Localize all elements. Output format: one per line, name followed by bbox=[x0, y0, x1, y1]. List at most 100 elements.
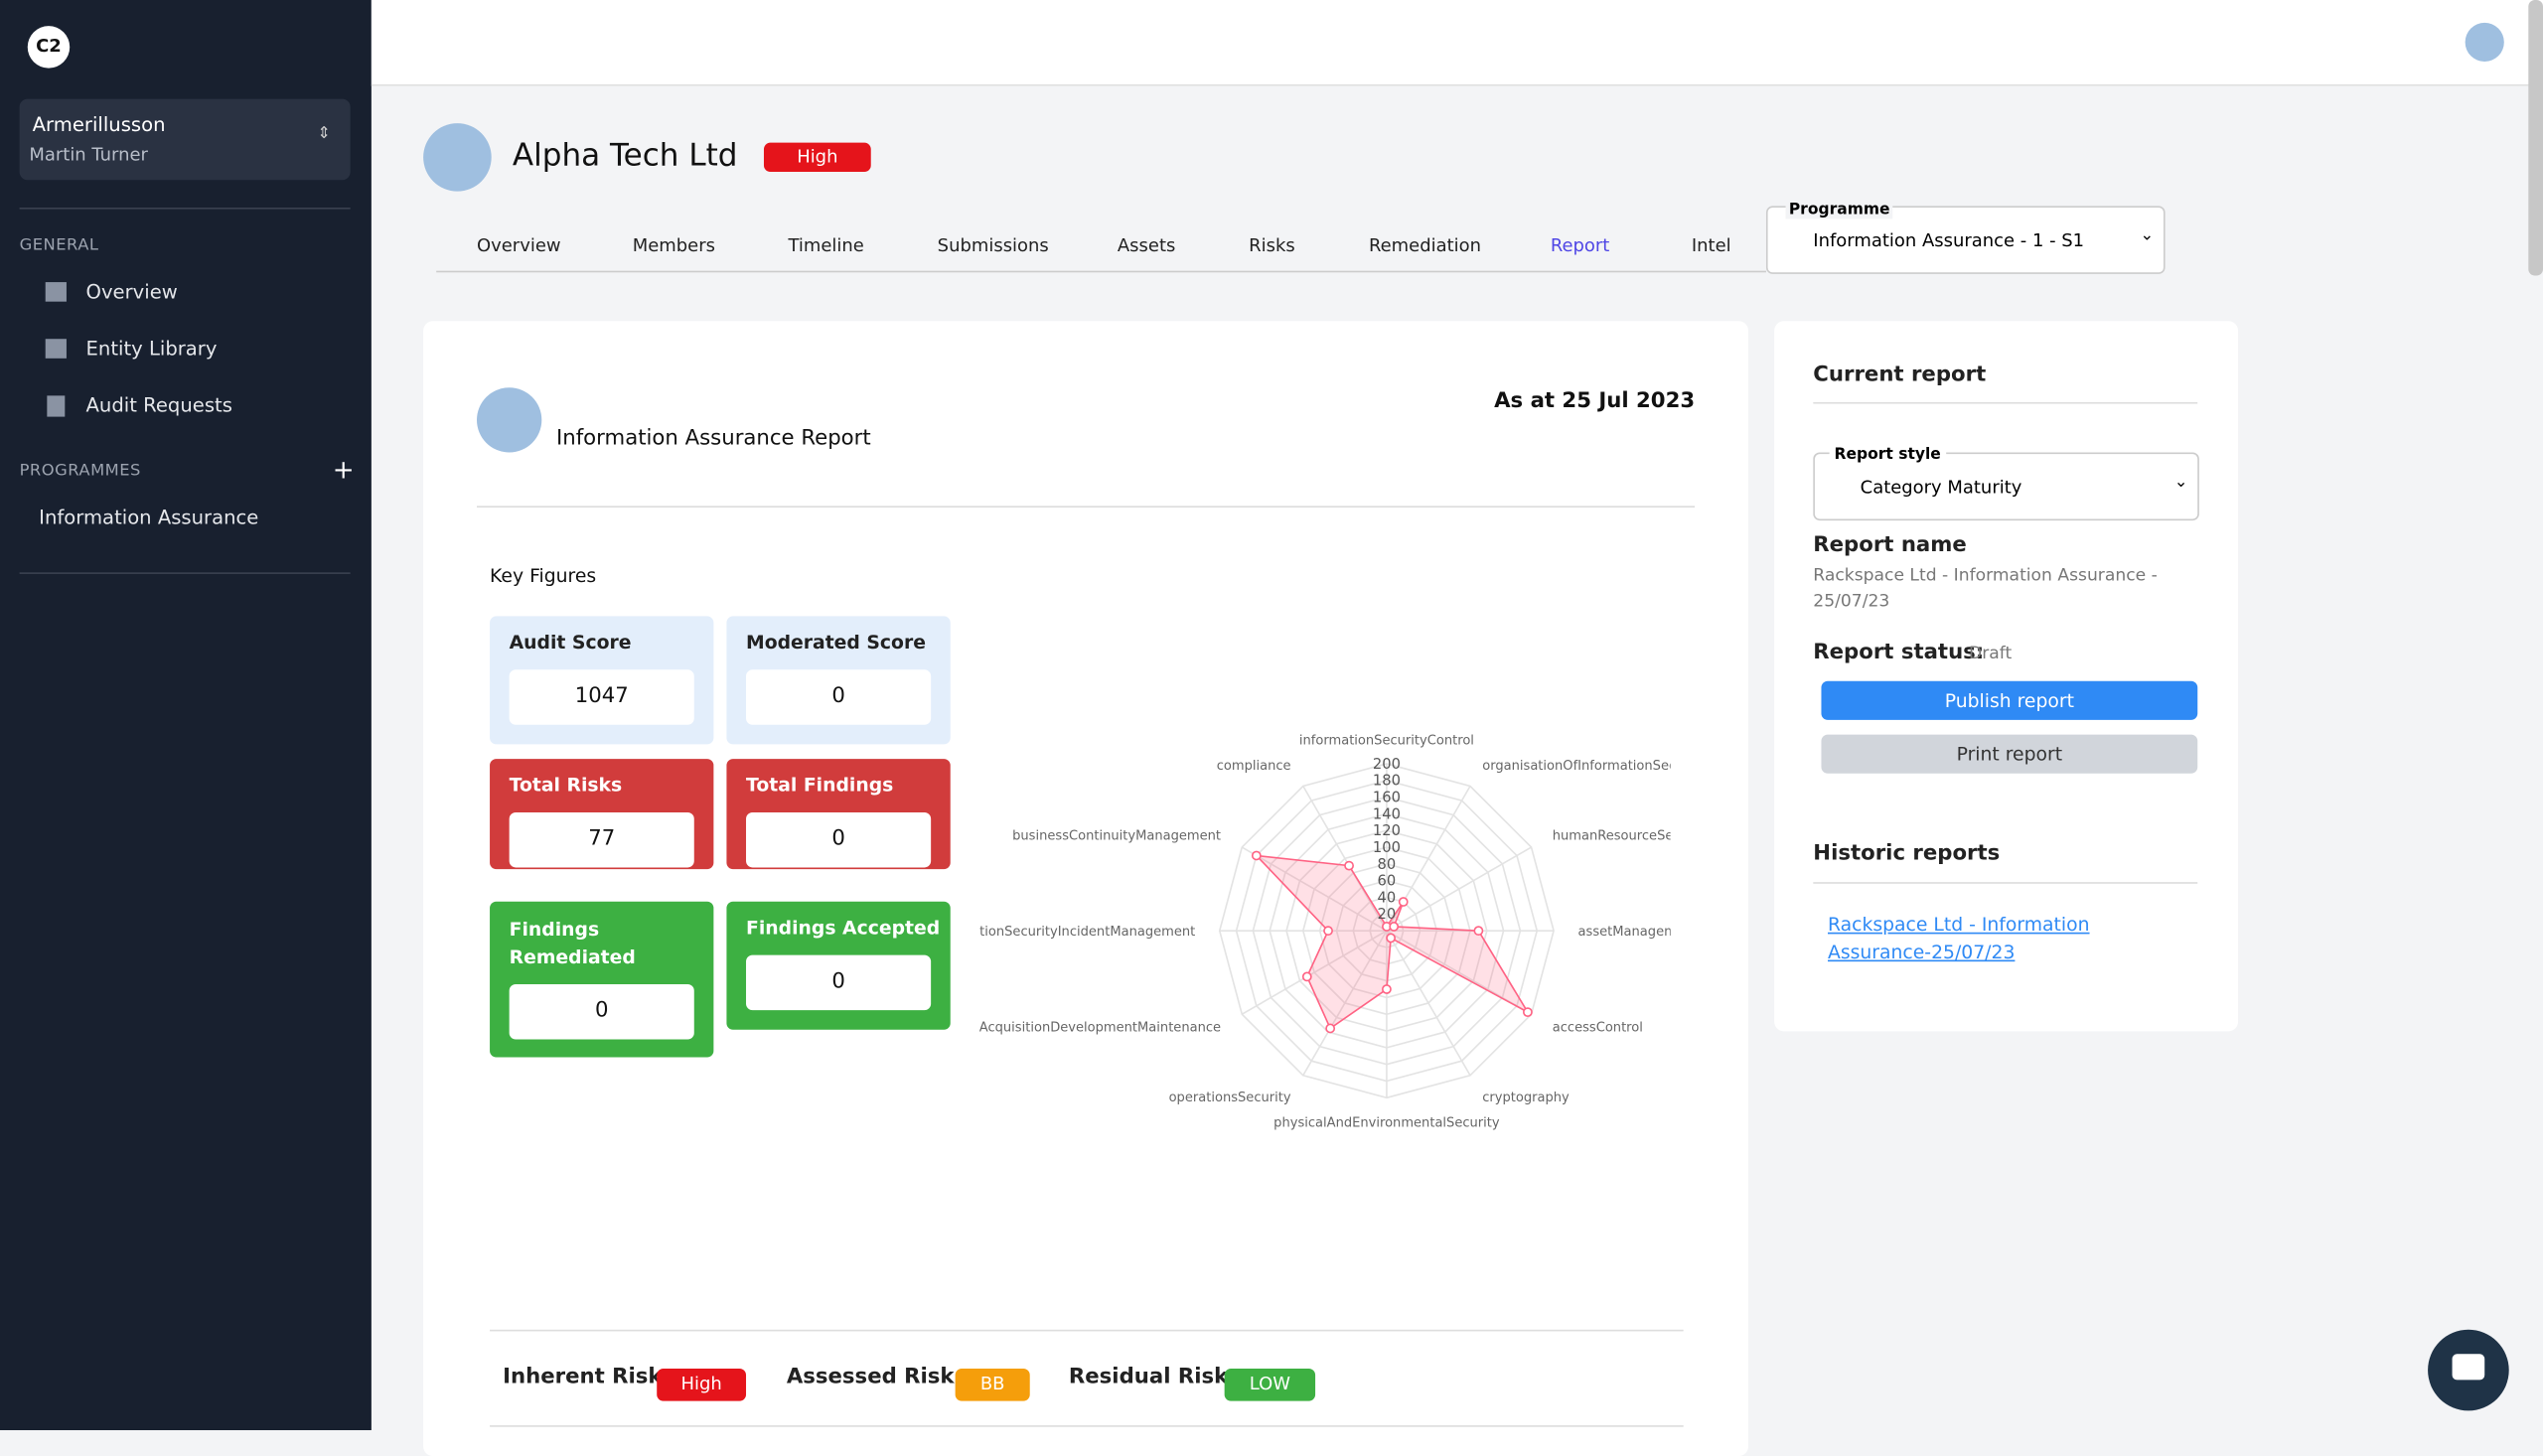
axis-label: organisationOfInformationSecuri bbox=[1482, 759, 1670, 774]
figure-label: Total Risks bbox=[509, 773, 623, 797]
select-label: Programme bbox=[1785, 201, 1893, 219]
figure-card: Total Findings 0 bbox=[726, 759, 951, 870]
select-value: Category Maturity bbox=[1860, 476, 2022, 499]
divider bbox=[19, 207, 351, 210]
divider bbox=[19, 572, 351, 574]
field-value: Draft bbox=[1969, 644, 2013, 663]
report-date: As at 25 Jul 2023 bbox=[1494, 388, 1696, 414]
tab-active[interactable]: Report bbox=[1550, 234, 1610, 256]
logo[interactable]: C2 bbox=[27, 26, 71, 69]
axis-label: cryptography bbox=[1482, 1091, 1570, 1105]
chat-button[interactable] bbox=[2428, 1329, 2509, 1411]
report-avatar bbox=[476, 387, 542, 453]
tick-label: 80 bbox=[1378, 856, 1397, 873]
top-bar bbox=[371, 0, 2543, 86]
publish-button[interactable]: Publish report bbox=[1821, 680, 2198, 720]
divider bbox=[490, 1425, 1684, 1427]
tab[interactable]: Remediation bbox=[1368, 234, 1482, 256]
radar-chart: informationSecurityControl organisationOf… bbox=[979, 733, 1671, 1131]
tab[interactable]: Members bbox=[632, 234, 715, 256]
account-switcher[interactable]: Armerillusson Martin Turner ⇕ bbox=[19, 98, 351, 181]
nav-item[interactable]: Audit Requests bbox=[85, 393, 232, 417]
tick-label: 160 bbox=[1373, 790, 1401, 806]
chevron: ⇕ bbox=[317, 124, 332, 143]
company-name: Alpha Tech Ltd bbox=[512, 137, 738, 174]
tab[interactable]: Assets bbox=[1117, 234, 1176, 256]
panel-title: Current report bbox=[1813, 363, 1987, 388]
tab[interactable]: Risks bbox=[1249, 234, 1295, 256]
figure-label: Total Findings bbox=[746, 773, 894, 797]
figure-card: Audit Score 1047 bbox=[490, 616, 714, 745]
nav-item[interactable]: Entity Library bbox=[85, 337, 218, 361]
select-label: Report style bbox=[1829, 445, 1946, 464]
figure-value: 0 bbox=[746, 954, 932, 1011]
axis-label: ystemAcquisitionDevelopmentMaintenance bbox=[979, 1020, 1221, 1035]
axis-line bbox=[1302, 786, 1388, 932]
icon bbox=[45, 282, 67, 302]
section-title: Key Figures bbox=[490, 564, 597, 588]
tab[interactable]: Submissions bbox=[937, 234, 1049, 256]
axis-line bbox=[1386, 846, 1532, 932]
figure-value: 0 bbox=[746, 669, 932, 725]
icon bbox=[47, 395, 66, 417]
axis-label: physicalAndEnvironmentalSecurity bbox=[1273, 1116, 1500, 1131]
axis-line bbox=[1302, 930, 1388, 1077]
radar-point bbox=[1398, 897, 1409, 907]
report-title: Information Assurance Report bbox=[555, 426, 871, 451]
figure-label: Findings Remediated bbox=[509, 918, 636, 968]
risk-pill: High bbox=[657, 1368, 747, 1401]
tick-label: 20 bbox=[1378, 906, 1397, 923]
chevron: ⌄ bbox=[2140, 226, 2155, 245]
field-label: Report status: bbox=[1813, 640, 1985, 665]
chat-icon bbox=[2452, 1354, 2485, 1381]
figure-card: Moderated Score 0 bbox=[726, 616, 951, 745]
axis-label: operationsSecurity bbox=[1169, 1091, 1291, 1105]
tab[interactable]: Intel bbox=[1691, 234, 1731, 256]
divider bbox=[1813, 401, 2198, 404]
nav-item[interactable]: Information Assurance bbox=[39, 506, 259, 529]
tab[interactable]: Overview bbox=[476, 234, 561, 256]
avatar[interactable] bbox=[2465, 22, 2504, 63]
tab-line bbox=[436, 270, 1766, 273]
tick-label: 200 bbox=[1373, 756, 1401, 773]
axis-line bbox=[1386, 930, 1471, 1077]
divider bbox=[476, 506, 1696, 509]
risk-pill: BB bbox=[955, 1368, 1030, 1401]
style-select[interactable]: Report style Category Maturity ⌄ bbox=[1813, 445, 2199, 521]
radar-point bbox=[1382, 984, 1392, 994]
tab[interactable]: Timeline bbox=[788, 234, 864, 256]
figure-label: Findings Accepted bbox=[746, 916, 941, 940]
icon bbox=[45, 339, 67, 359]
figure-value: 0 bbox=[746, 811, 932, 868]
axis-label: assetManageme bbox=[1578, 925, 1671, 940]
figure-value: 0 bbox=[509, 984, 694, 1040]
chevron: ⌄ bbox=[2173, 473, 2188, 492]
tick-label: 120 bbox=[1373, 822, 1401, 839]
radar-point bbox=[1386, 933, 1397, 944]
axis-label: compliance bbox=[1217, 759, 1291, 774]
radar-point bbox=[1389, 922, 1400, 932]
axis-label: businessContinuityManagement bbox=[1012, 829, 1221, 844]
print-button[interactable]: Print report bbox=[1821, 734, 2198, 774]
tick-label: 140 bbox=[1373, 805, 1401, 822]
axis-label: ormationSecurityIncidentManagement bbox=[979, 925, 1195, 940]
radar-point bbox=[1325, 1023, 1336, 1034]
programme-select[interactable]: Programme Information Assurance - 1 - S1… bbox=[1765, 201, 2166, 274]
panel-title: Historic reports bbox=[1813, 841, 2001, 866]
historic-link[interactable]: Rackspace Ltd - Information Assurance-25… bbox=[1827, 913, 2090, 963]
tick-label: 100 bbox=[1373, 839, 1401, 856]
figure-card: Total Risks 77 bbox=[490, 759, 714, 870]
report-card: Information Assurance Report As at 25 Ju… bbox=[423, 321, 1748, 1456]
field-value: Rackspace Ltd - Information Assurance - … bbox=[1813, 565, 2158, 612]
figure-card: Findings Remediated 0 bbox=[490, 901, 714, 1058]
figure-value: 77 bbox=[509, 811, 694, 868]
tick-label: 60 bbox=[1378, 873, 1397, 890]
side-panel: Current report Report style Category Mat… bbox=[1774, 321, 2239, 1032]
axis-line bbox=[1241, 930, 1388, 1015]
add-button[interactable]: + bbox=[332, 454, 355, 486]
radar-point bbox=[1523, 1007, 1533, 1018]
user-name: Martin Turner bbox=[29, 144, 148, 166]
sidebar: C2 Armerillusson Martin Turner ⇕ GENERAL… bbox=[0, 0, 372, 1430]
nav-item[interactable]: Overview bbox=[85, 280, 178, 304]
